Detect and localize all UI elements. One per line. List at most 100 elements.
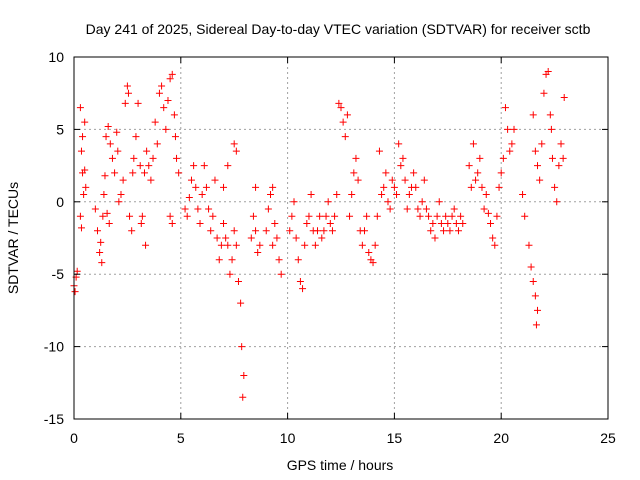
data-point xyxy=(331,212,339,220)
data-point xyxy=(333,191,341,199)
data-point xyxy=(403,205,411,213)
data-point xyxy=(472,176,480,184)
data-point xyxy=(77,224,85,232)
data-point xyxy=(80,191,88,199)
data-point xyxy=(217,241,225,249)
data-point xyxy=(504,125,512,133)
x-tick-label: 20 xyxy=(493,430,509,446)
data-point xyxy=(153,140,161,148)
data-point xyxy=(305,212,313,220)
data-point xyxy=(482,191,490,199)
x-axis-label: GPS time / hours xyxy=(287,457,394,473)
data-point xyxy=(168,220,176,228)
data-point xyxy=(363,212,371,220)
data-point xyxy=(337,104,345,112)
data-point xyxy=(81,118,89,126)
data-point xyxy=(71,288,79,296)
data-point xyxy=(314,227,322,235)
data-point xyxy=(187,176,195,184)
x-tick-label: 10 xyxy=(280,430,296,446)
data-point xyxy=(108,154,116,162)
data-point xyxy=(540,89,548,97)
data-point xyxy=(222,234,230,242)
data-point xyxy=(560,94,568,102)
data-point xyxy=(234,277,242,285)
y-tick-label: 0 xyxy=(56,194,64,210)
grid-lines xyxy=(74,57,608,419)
data-point xyxy=(420,176,428,184)
data-point xyxy=(521,212,529,220)
data-point xyxy=(196,220,204,228)
data-point xyxy=(147,176,155,184)
data-point xyxy=(299,285,307,293)
data-point xyxy=(239,393,247,401)
data-point xyxy=(303,220,311,228)
data-point xyxy=(126,212,134,220)
data-point xyxy=(226,270,234,278)
y-tick-label: 5 xyxy=(56,121,64,137)
data-point xyxy=(119,176,127,184)
data-point xyxy=(164,96,172,104)
data-point xyxy=(532,321,540,329)
data-point xyxy=(292,234,300,242)
data-point xyxy=(171,133,179,141)
data-point xyxy=(459,220,467,228)
data-point xyxy=(393,191,401,199)
data-point xyxy=(422,205,430,213)
x-tick-label: 25 xyxy=(600,430,616,446)
data-point xyxy=(553,198,561,206)
data-point xyxy=(254,248,262,256)
data-point xyxy=(410,169,418,177)
data-point xyxy=(158,82,166,90)
data-point xyxy=(166,212,174,220)
data-point xyxy=(508,140,516,148)
data-point xyxy=(352,154,360,162)
data-point xyxy=(224,241,232,249)
data-point xyxy=(79,133,87,141)
data-point xyxy=(149,154,157,162)
data-point xyxy=(175,169,183,177)
data-point xyxy=(269,183,277,191)
data-point xyxy=(536,176,544,184)
data-point xyxy=(202,183,210,191)
y-axis-label: SDTVAR / TECUs xyxy=(5,182,21,294)
data-point xyxy=(382,169,390,177)
data-point xyxy=(220,220,228,228)
data-point xyxy=(213,234,221,242)
data-point xyxy=(444,220,452,228)
data-point xyxy=(547,125,555,133)
data-point xyxy=(534,306,542,314)
data-point xyxy=(198,191,206,199)
data-point xyxy=(121,99,129,107)
data-point xyxy=(469,140,477,148)
data-point xyxy=(335,99,343,107)
data-point xyxy=(132,133,140,141)
data-point xyxy=(136,162,144,170)
data-point xyxy=(378,191,386,199)
data-point xyxy=(465,162,473,170)
data-point xyxy=(519,191,527,199)
data-point xyxy=(386,205,394,213)
data-point xyxy=(375,147,383,155)
data-point xyxy=(484,209,492,217)
data-point xyxy=(478,183,486,191)
data-point xyxy=(238,343,246,351)
data-point xyxy=(369,259,377,267)
data-point xyxy=(450,205,458,213)
data-point xyxy=(425,212,433,220)
data-point xyxy=(316,212,324,220)
data-point xyxy=(448,212,456,220)
data-point xyxy=(160,104,168,112)
data-point xyxy=(373,212,381,220)
data-point xyxy=(97,238,105,246)
axis-ticks: 0 5 10 15 20 25 10 5 0 -5 -10 -15 xyxy=(44,49,616,446)
data-point xyxy=(170,111,178,119)
data-point xyxy=(544,67,552,75)
data-point xyxy=(230,140,238,148)
data-point xyxy=(102,133,110,141)
data-point xyxy=(320,227,328,235)
y-tick-label: -10 xyxy=(44,339,64,355)
chart-title: Day 241 of 2025, Sidereal Day-to-day VTE… xyxy=(86,21,591,37)
data-point xyxy=(211,176,219,184)
data-point xyxy=(395,140,403,148)
